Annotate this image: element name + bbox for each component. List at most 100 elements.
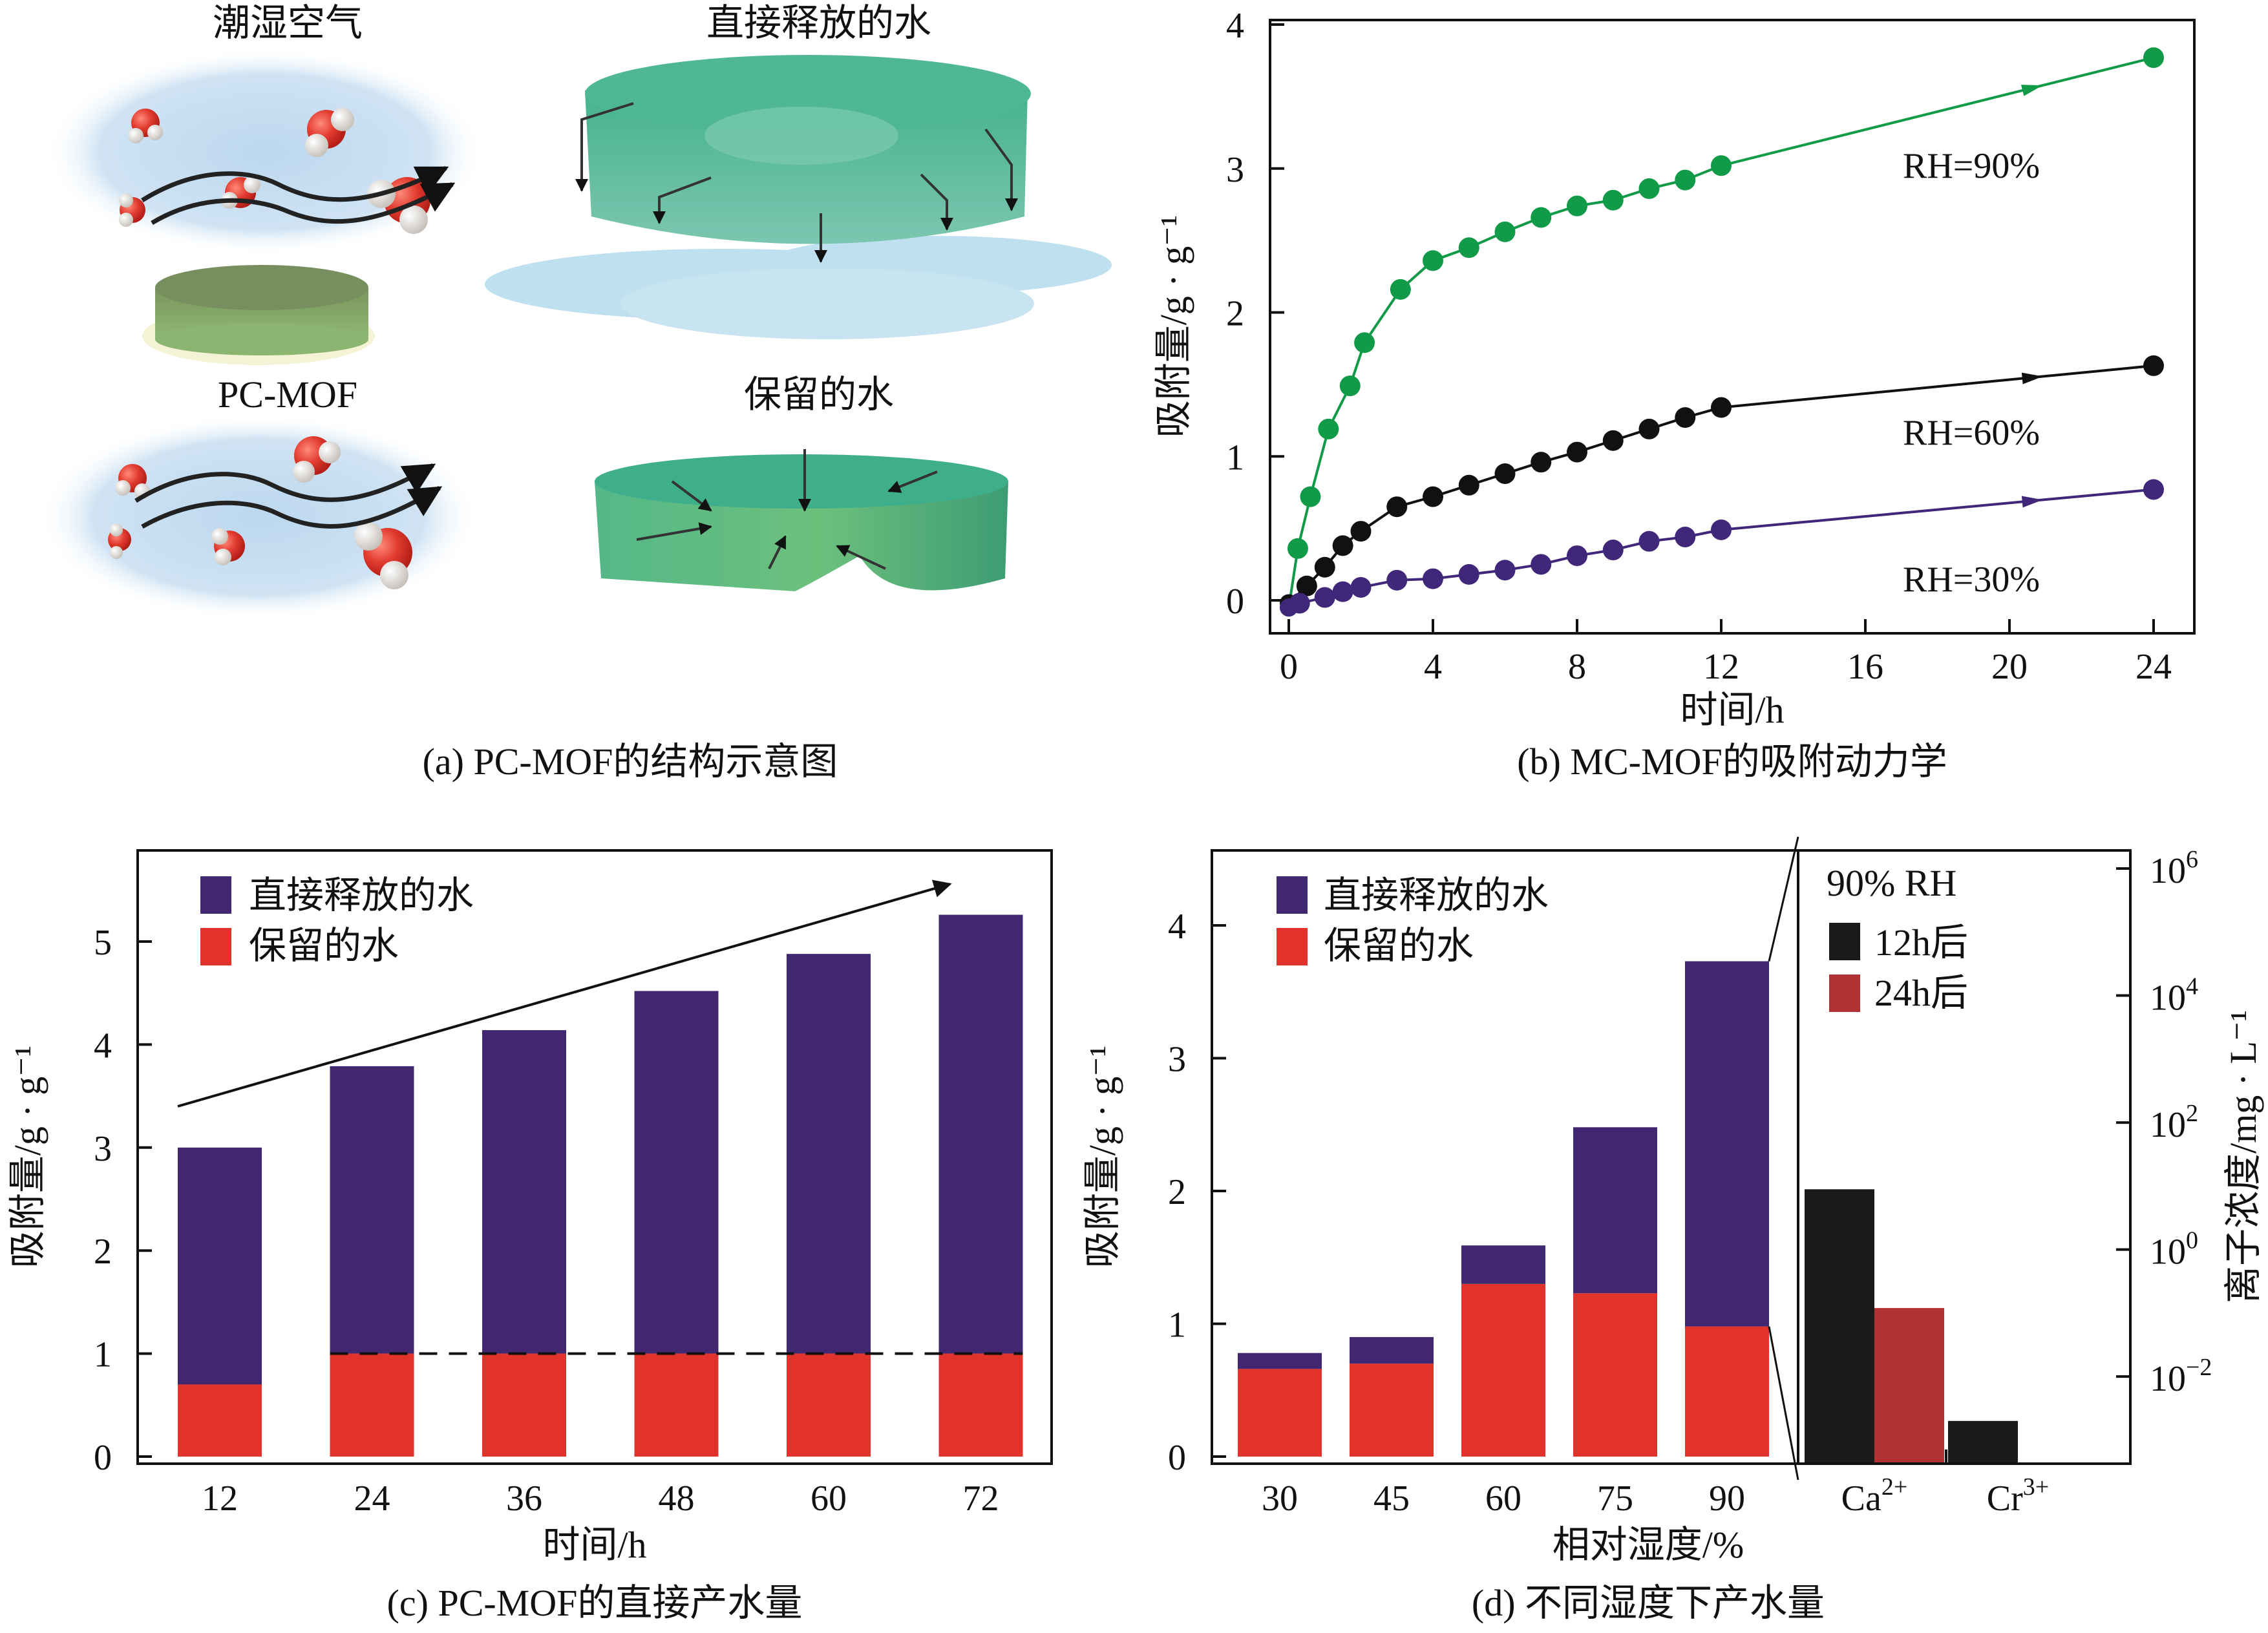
y-tick-label: 4 <box>1226 6 1244 46</box>
y-tick-label: 3 <box>1226 150 1244 190</box>
right-y-tick-label: 106 <box>2150 846 2198 891</box>
zoom-connector-line <box>1768 836 1799 962</box>
inset-title: 90% RH <box>1827 862 1956 904</box>
data-point <box>1531 452 1552 473</box>
data-point <box>1300 486 1321 507</box>
plot-frame <box>1269 19 2196 635</box>
direction-arrow-icon <box>2021 496 2043 508</box>
retained-water-disk-icon <box>595 449 1008 591</box>
data-point <box>1567 441 1587 463</box>
direction-arrow-icon <box>2021 372 2043 385</box>
bar-direct <box>938 914 1023 1354</box>
inset-x-tick-label: Ca2+ <box>1841 1473 1908 1519</box>
legend-swatch-12h <box>1829 923 1860 960</box>
y-tick-label: 5 <box>94 923 112 963</box>
y-tick-label: 0 <box>94 1438 112 1478</box>
plot-frame <box>1211 849 2132 1465</box>
data-point <box>1711 519 1732 540</box>
bar-direct <box>1573 1127 1657 1294</box>
water-molecule-icon <box>305 108 354 157</box>
data-point <box>1287 538 1308 559</box>
y-tick-label: 4 <box>1168 907 1186 947</box>
x-tick-label: 90 <box>1709 1479 1745 1519</box>
x-tick-label: 16 <box>1847 647 1883 687</box>
x-tick-label: 24 <box>2136 647 2172 687</box>
data-point <box>1531 207 1552 228</box>
right-y-tick-label: 102 <box>2150 1100 2198 1145</box>
humid-air-illustration-2 <box>39 414 478 620</box>
bar-direct <box>1350 1337 1434 1364</box>
bar-retained <box>1350 1364 1434 1457</box>
series-line-RH=60% <box>1288 364 2154 604</box>
x-tick-label: 36 <box>506 1479 542 1519</box>
y-axis-label: 吸附量/g · g⁻¹ <box>1081 1046 1123 1268</box>
x-tick-label: 20 <box>1991 647 2028 687</box>
data-point <box>1638 531 1660 552</box>
inset-bar-Ca <box>1805 1189 1874 1464</box>
legend-swatch-direct <box>200 876 231 914</box>
bar-retained <box>787 1353 871 1457</box>
data-point <box>1423 568 1443 589</box>
data-point <box>1458 474 1479 496</box>
data-point <box>1386 569 1408 591</box>
data-point <box>1318 418 1339 439</box>
legend: 直接释放的水 保留的水 <box>200 874 474 967</box>
water-molecule-icon <box>211 528 245 565</box>
data-point <box>1350 576 1372 598</box>
x-tick-label: 75 <box>1597 1479 1633 1519</box>
bar-direct <box>1461 1245 1545 1284</box>
right-y-tick-label: 10−2 <box>2150 1354 2212 1399</box>
data-point <box>1711 155 1732 176</box>
caption-b: (b) MC-MOF的吸附动力学 <box>1517 741 1947 783</box>
data-point <box>1602 540 1624 561</box>
label-pc-mof: PC-MOF <box>218 374 357 416</box>
x-tick-label: 8 <box>1568 647 1586 687</box>
x-tick-label: 0 <box>1280 647 1298 687</box>
legend-swatch-direct <box>1277 876 1308 914</box>
airflow-arrow-icon <box>134 463 436 503</box>
humid-air-illustration <box>45 48 485 255</box>
bar-retained <box>1461 1283 1545 1457</box>
plot-frame <box>136 849 1053 1465</box>
data-point <box>1494 463 1516 484</box>
y-tick-label: 0 <box>1168 1438 1186 1478</box>
zoom-connector-line <box>1768 1326 1799 1480</box>
data-point <box>1458 564 1479 585</box>
legend-label-retained: 保留的水 <box>1324 925 1474 967</box>
legend-label-direct: 直接释放的水 <box>249 874 474 916</box>
x-axis-label: 时间/h <box>542 1524 646 1566</box>
x-tick-label: 4 <box>1424 647 1442 687</box>
y-tick-label: 1 <box>94 1335 112 1375</box>
bar-retained <box>1685 1326 1769 1457</box>
bar-direct <box>178 1147 262 1385</box>
data-point <box>2143 355 2164 376</box>
data-point <box>1423 250 1443 271</box>
data-point <box>1296 575 1317 596</box>
water-molecule-icon <box>115 464 150 499</box>
legend-swatch-24h <box>1829 975 1860 1012</box>
label-retained-water: 保留的水 <box>744 374 894 416</box>
bar-retained <box>330 1353 414 1457</box>
bar-retained <box>1238 1369 1322 1457</box>
x-tick-label: 12 <box>202 1479 238 1519</box>
x-tick-label: 72 <box>963 1479 999 1519</box>
data-point <box>2143 479 2164 500</box>
bar-retained <box>1573 1293 1657 1457</box>
inset-bar-Cr <box>1948 1420 2018 1464</box>
annotation-rh60: RH=60% <box>1903 413 2040 453</box>
y-tick-label: 2 <box>1226 294 1244 334</box>
drip-arrows <box>575 102 1018 263</box>
inset-legend: 90% RH 12h后 24h后 <box>1827 862 1968 1014</box>
label-humid-air: 潮湿空气 <box>213 2 363 44</box>
legend-swatch-retained <box>200 928 231 965</box>
data-point <box>1494 560 1516 581</box>
data-point <box>1280 598 1298 617</box>
y-tick-label: 4 <box>94 1026 112 1066</box>
x-tick-label: 60 <box>1485 1479 1521 1519</box>
caption-c: (c) PC-MOF的直接产水量 <box>387 1582 803 1624</box>
legend: 直接释放的水 保留的水 <box>1277 874 1549 967</box>
water-molecule-icon <box>108 523 131 559</box>
data-point <box>1638 418 1660 439</box>
